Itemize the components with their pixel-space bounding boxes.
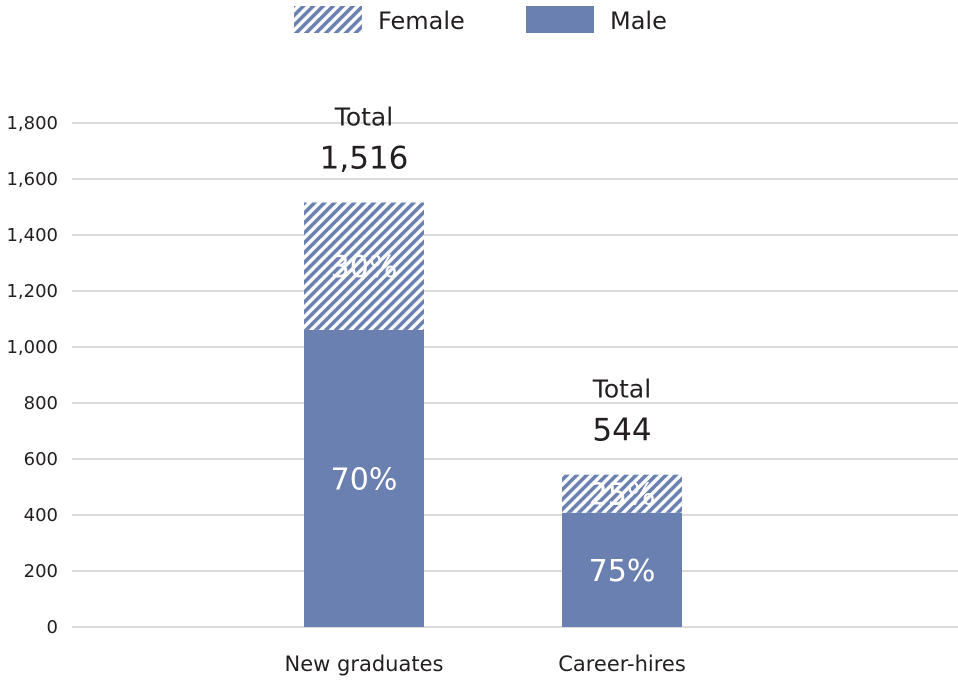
bar-male-1 [304, 329, 424, 627]
bars [304, 202, 682, 627]
x-category-label: Career-hires [558, 652, 686, 676]
y-tick-label: 600 [24, 449, 58, 470]
total-word-label: Total [334, 103, 393, 132]
y-tick-label: 400 [24, 505, 58, 526]
y-tick-label: 0 [47, 617, 58, 638]
y-tick-label: 200 [24, 561, 58, 582]
y-tick-label: 800 [24, 393, 58, 414]
total-value-label: 1,516 [320, 141, 409, 177]
y-tick-label: 1,000 [6, 337, 58, 358]
data-labels: 70% 30% Total 1,516 75% 25% Total 544 [320, 103, 656, 589]
y-axis-ticks: 0 200 400 600 800 1,000 1,200 1,400 1,600 1,800 [6, 113, 58, 638]
y-tick-label: 1,800 [6, 113, 58, 134]
bar-female-1 [304, 202, 424, 330]
legend: Female Male [294, 6, 667, 35]
bar-percent-label: 70% [331, 462, 398, 497]
legend-swatch-male [526, 6, 594, 33]
y-tick-label: 1,400 [6, 225, 58, 246]
total-word-label: Total [592, 375, 651, 404]
legend-label-male: Male [610, 7, 667, 35]
bar-percent-label: 30% [331, 250, 398, 285]
gridlines [72, 122, 958, 628]
bar-male-2 [562, 512, 682, 627]
x-axis-categories: New graduates Career-hires [285, 652, 686, 676]
legend-swatch-female [294, 6, 362, 33]
bar-female-2 [562, 474, 682, 513]
y-tick-label: 1,200 [6, 281, 58, 302]
x-category-label: New graduates [285, 652, 444, 676]
total-value-label: 544 [592, 413, 651, 449]
bar-percent-label: 75% [589, 554, 656, 589]
legend-label-female: Female [378, 7, 465, 35]
bar-percent-label: 25% [589, 478, 656, 513]
y-tick-label: 1,600 [6, 169, 58, 190]
